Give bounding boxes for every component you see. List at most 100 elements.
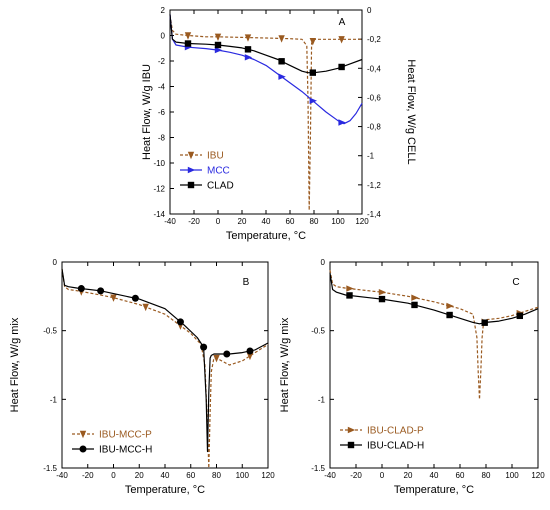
panel-A-point-CLAD [184, 40, 192, 47]
panel-B-ytick-label: -1 [50, 395, 58, 404]
panel-A-xtick-label: 80 [310, 217, 319, 226]
panel-C-legend-label: IBU-CLAD-P [367, 426, 424, 437]
panel-C-point-IBU-CLAD-H [346, 292, 353, 299]
panel-A-ytick-label: -14 [153, 210, 165, 219]
panel-B-point-IBU-MCC-P [142, 303, 149, 312]
panel-C-point-IBU-CLAD-H [411, 301, 418, 309]
panel-A-ytick-right-label: -0,4 [367, 64, 381, 73]
panel-A-ytick-label: -10 [153, 159, 165, 168]
panel-A-point-MCC [278, 73, 286, 80]
panel-B-point-IBU-MCC-H [246, 347, 254, 355]
panel-A-point-CLAD [278, 58, 285, 65]
panel-B-series-IBU-MCC-P [61, 268, 269, 469]
panel-A-point-CLAD [338, 63, 345, 71]
panel-A-frame [169, 9, 363, 215]
panel-B-point-IBU-MCC-H [131, 294, 139, 302]
panel-C-point-IBU-CLAD-H [481, 319, 488, 326]
panel-A-xtick-label: -40 [164, 217, 176, 226]
panel-A-series-IBU [169, 15, 362, 211]
panel-A-legend-label: IBU [207, 151, 224, 162]
panel-A-point-CLAD [214, 41, 222, 49]
panel-A-ytick-label: -2 [158, 57, 166, 66]
panel-C-ylabel: Heat Flow, W/g mix [279, 317, 291, 412]
panel-A-ylabel-right: Heat Flow, W/g CELL [405, 59, 417, 164]
panel-B-xtick-label: -20 [82, 471, 94, 480]
panel-B-xlabel: Temperature, °C [125, 484, 205, 496]
panel-C-series-IBU-CLAD-P [329, 270, 539, 400]
panel-C-ytick-label: -1 [318, 395, 326, 404]
panel-C-point-IBU-CLAD-P [446, 302, 454, 310]
panel-A-series-CLAD [169, 14, 363, 74]
panel-C-xtick-label: 80 [482, 471, 491, 480]
panel-C-legend-IBU-CLAD-H-marker [347, 441, 355, 449]
panel-A-xtick-label: 20 [238, 217, 247, 226]
panel-B-frame [61, 261, 269, 469]
panel-A-ytick-right-label: -0,6 [367, 93, 381, 102]
panel-B-point-IBU-MCC-H [176, 318, 184, 326]
panel-B-legend-IBU-MCC-P-marker [79, 430, 87, 439]
panel-C-xtick-label: 20 [404, 471, 413, 480]
panel-A-xtick-label: -20 [188, 217, 200, 226]
panel-A-ytick-right-label: -1 [367, 152, 375, 161]
panel-A-ytick-right-label: -0,8 [367, 123, 381, 132]
panel-A-xtick-label: 120 [355, 217, 369, 226]
panel-A-ytick-label: 0 [161, 32, 166, 41]
panel-C-point-IBU-CLAD-H [378, 295, 386, 303]
panel-A-point-MCC [214, 46, 223, 54]
panel-B-letter: B [243, 277, 250, 288]
panel-A-ytick-label: -6 [158, 108, 166, 117]
panel-A-letter: A [339, 17, 346, 28]
panel-C-xtick-label: 100 [505, 471, 519, 480]
panel-B-xtick-label: 0 [111, 471, 116, 480]
panel-B-xtick-label: 100 [236, 471, 250, 480]
panel-B-point-IBU-MCC-H [223, 350, 231, 358]
panel-A-point-MCC [244, 54, 253, 61]
panel-A-point-CLAD [244, 46, 252, 53]
panel-A-xtick-label: 0 [216, 217, 221, 226]
panel-C-point-IBU-CLAD-P [378, 289, 387, 296]
panel-B-legend-IBU-MCC-H-marker [79, 445, 87, 453]
panel-C-xtick-label: 120 [531, 471, 545, 480]
panel-A-legend-label: MCC [207, 166, 230, 177]
panel-A-point-IBU [214, 33, 222, 41]
panel-C-xlabel: Temperature, °C [394, 484, 474, 496]
panel-A-point-IBU [244, 34, 252, 42]
panel-B-ytick-label: -0.5 [43, 327, 57, 336]
panel-C-ytick-label: 0 [321, 258, 326, 267]
panel-A-point-MCC [338, 119, 346, 126]
panel-B-xtick-label: 60 [186, 471, 195, 480]
panel-B-point-IBU-MCC-P [213, 354, 220, 363]
panel-C-frame [329, 261, 539, 469]
panel-B-xtick-label: 80 [212, 471, 221, 480]
panel-B-legend-label: IBU-MCC-H [99, 445, 152, 456]
panel-A-ytick-right-label: 0 [367, 6, 372, 15]
panel-A-legend-label: CLAD [207, 181, 234, 192]
panel-A-ytick-right-label: -1,2 [367, 181, 381, 190]
panel-B-point-IBU-MCC-H [77, 285, 85, 293]
panel-A-ylabel: Heat Flow, W/g IBU [141, 64, 153, 160]
panel-A-point-IBU [309, 38, 316, 46]
panel-B-legend-label: IBU-MCC-P [99, 430, 152, 441]
panel-A-ytick-right-label: -1,4 [367, 210, 381, 219]
panel-A-point-IBU [278, 35, 285, 43]
panel-A-legend-IBU-marker [187, 151, 195, 160]
panel-B-point-IBU-MCC-P [246, 352, 254, 361]
panel-A-legend-CLAD-marker [187, 181, 195, 189]
panel-B-xtick-label: 40 [161, 471, 170, 480]
panel-B-xtick-label: -40 [56, 471, 68, 480]
panel-B-xtick-label: 120 [261, 471, 275, 480]
panel-B-series-IBU-MCC-H [61, 268, 269, 453]
panel-A-point-MCC [309, 97, 317, 104]
panel-A-ytick-label: -4 [158, 83, 166, 92]
panel-C-ytick-label: -0.5 [311, 327, 325, 336]
panel-C-xtick-label: 40 [430, 471, 439, 480]
panel-B-ylabel: Heat Flow, W/g mix [9, 317, 21, 412]
panel-C-xtick-label: 60 [456, 471, 465, 480]
panel-B-point-IBU-MCC-H [200, 343, 208, 351]
panel-B-ytick-label: 0 [53, 258, 58, 267]
panel-C-letter: C [512, 277, 519, 288]
panel-C-legend-IBU-CLAD-P-marker [347, 426, 356, 434]
panel-A-ytick-label: -12 [153, 185, 165, 194]
panel-B-point-IBU-MCC-P [110, 294, 117, 302]
panel-C-point-IBU-CLAD-P [346, 285, 354, 292]
